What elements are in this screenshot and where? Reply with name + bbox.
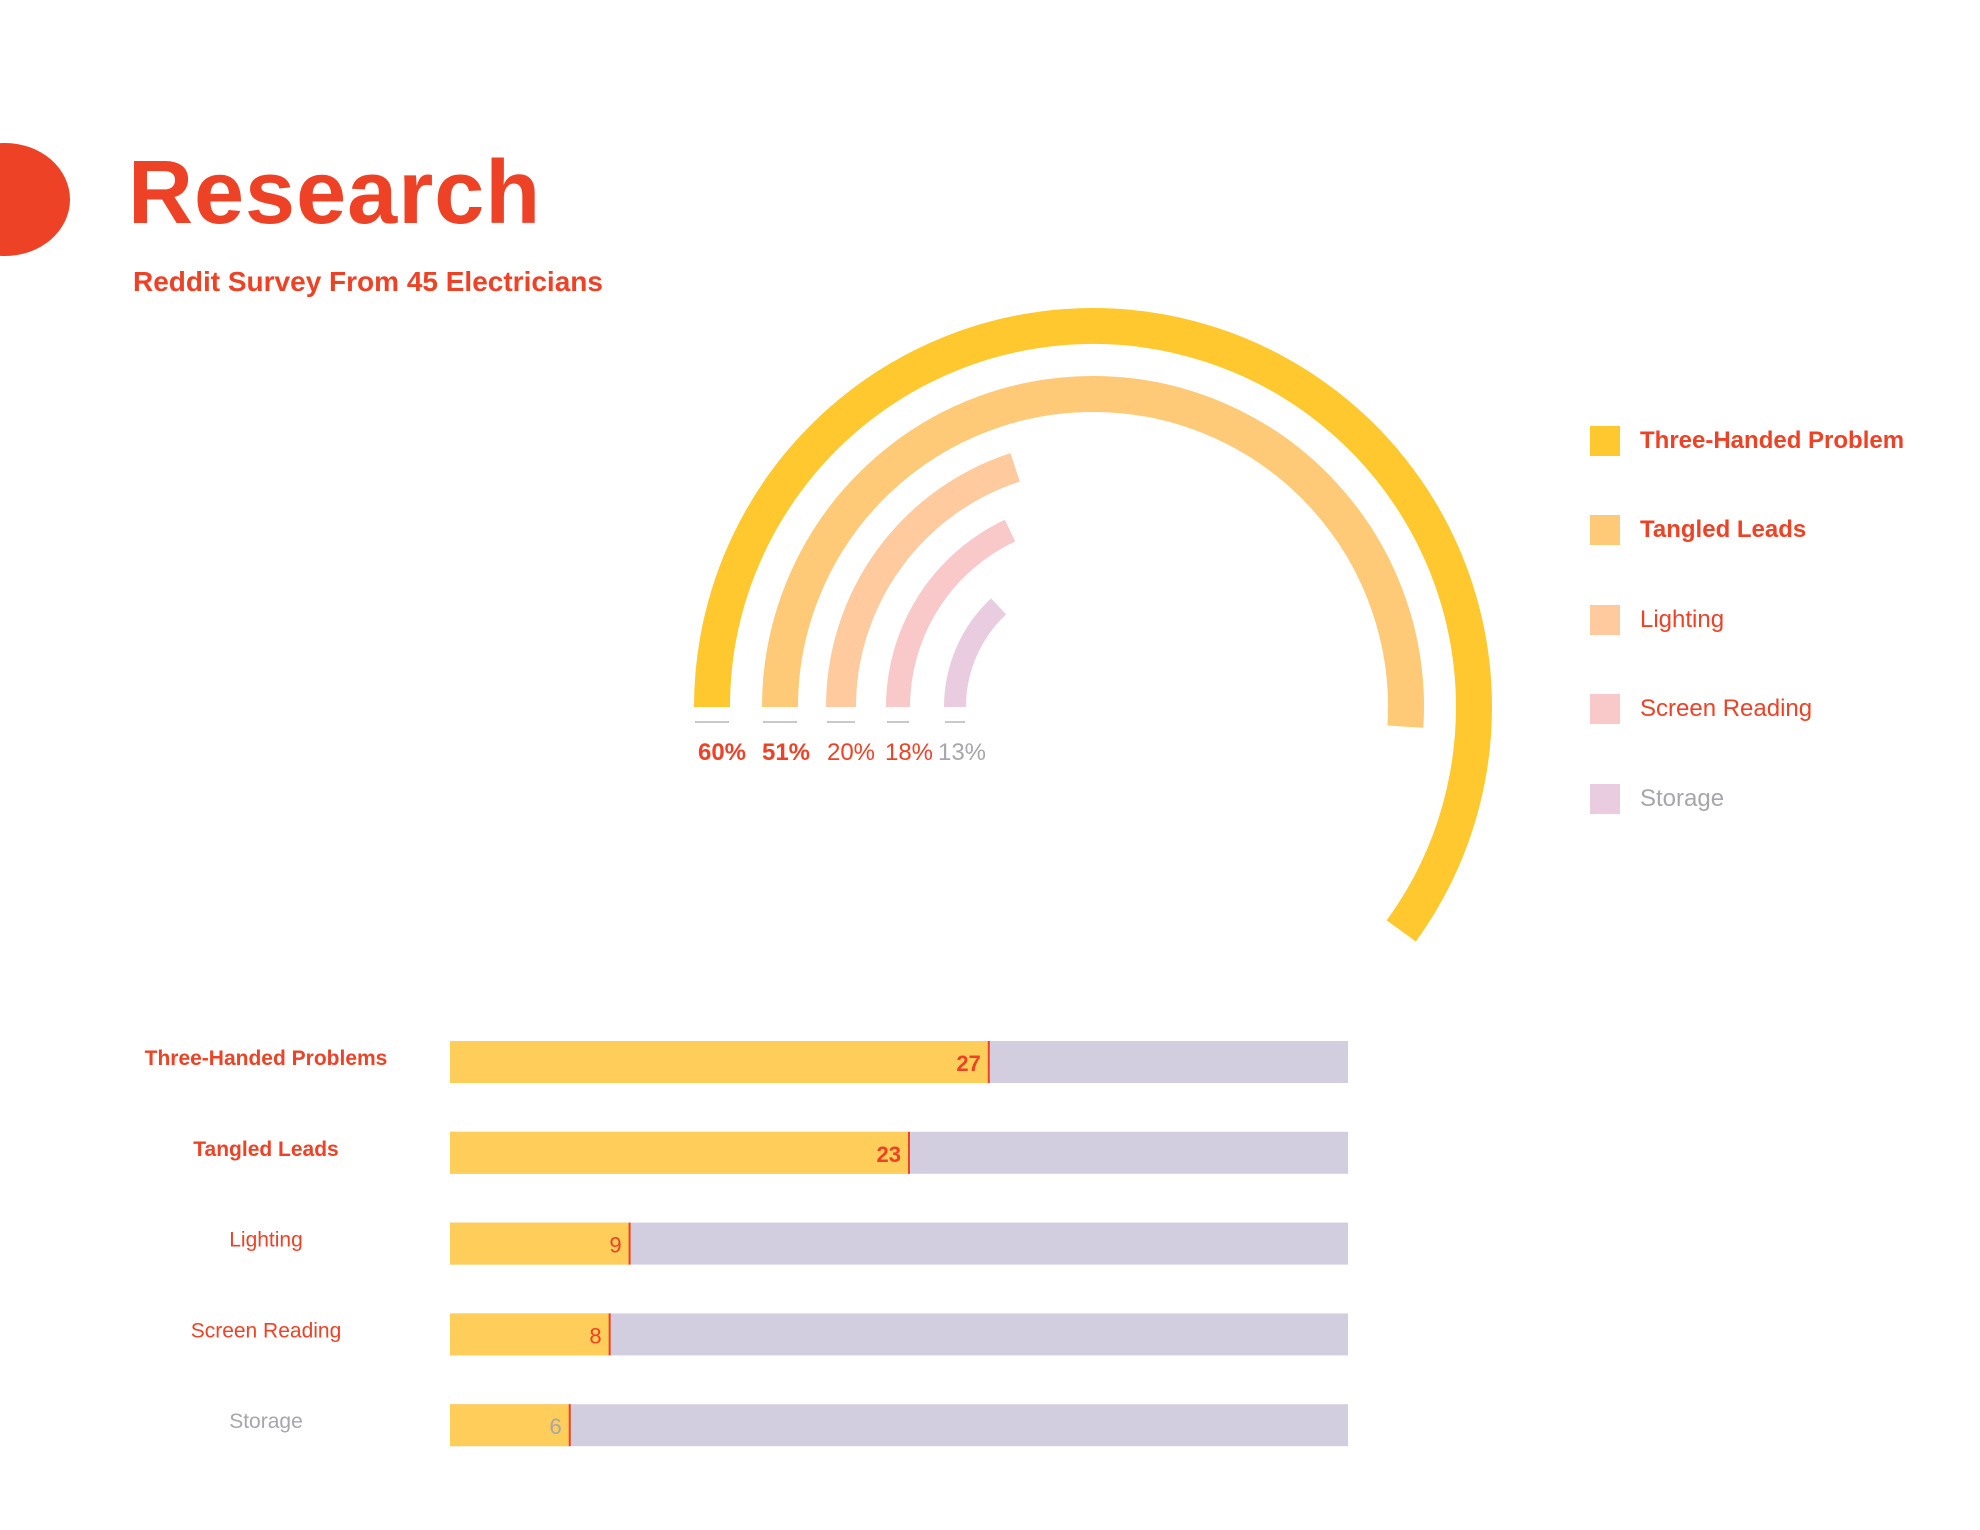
legend-swatch [1590,515,1620,546]
radial-value-label: 60% [698,739,746,766]
bar-value-label: 8 [589,1323,601,1348]
bar-category-label: Tangled Leads [193,1138,338,1161]
legend-swatch [1590,604,1620,635]
bar-storage [450,1404,570,1447]
bar-tangled-leads [450,1131,909,1174]
radial-value-label: 20% [827,739,875,766]
legend-label: Lighting [1640,605,1725,633]
legend-swatch [1590,694,1620,725]
bar-value-label: 9 [609,1233,621,1258]
bar-track [450,1404,1348,1447]
bar-lighting [450,1222,630,1265]
radial-value-label: 13% [938,739,986,766]
radial-value-label: 18% [885,739,933,766]
bar-three-handed-problems [450,1041,989,1083]
bar-value-label: 27 [956,1051,980,1076]
radial-bar-screen-reading [886,519,1016,708]
horizontal-bar-chart: 27 Three-Handed Problems 23 Tangled Leads 9 L… [145,1041,1348,1447]
radial-value-label: 51% [762,739,810,766]
legend-swatch [1590,783,1620,814]
radial-chart-legend: Three-Handed Problem Tangled Leads Lightin… [1590,396,1904,844]
radial-bar-lighting [826,453,1020,708]
legend-swatch [1590,425,1620,456]
legend-label: Screen Reading [1640,695,1813,723]
bar-category-label: Three-Handed Problems [145,1047,388,1070]
legend-item-tangled-leads: Tangled Leads [1590,486,1904,576]
bar-category-label: Screen Reading [191,1319,342,1342]
bar-category-label: Storage [229,1410,303,1433]
legend-item-lighting: Lighting [1590,575,1904,665]
bar-value-label: 6 [549,1414,561,1439]
page-subtitle: Reddit Survey From 45 Electricians [133,266,603,297]
bar-value-label: 23 [876,1142,900,1167]
bar-screen-reading [450,1313,610,1356]
radial-bar-three-handed-problem [694,308,1492,942]
bar-category-label: Lighting [229,1229,303,1252]
legend-label: Tangled Leads [1640,516,1807,544]
legend-item-three-handed-problem: Three-Handed Problem [1590,396,1904,486]
radial-bar-tangled-leads [762,375,1424,728]
legend-item-screen-reading: Screen Reading [1590,665,1904,755]
legend-label: Storage [1640,784,1725,812]
radial-bar-storage [944,598,1007,708]
legend-label: Three-Handed Problem [1640,426,1905,454]
legend-item-storage: Storage [1590,754,1904,844]
radial-bar-chart: 60% 51% 20% 18% 13% [694,308,1492,942]
page-title: Research [128,143,542,243]
